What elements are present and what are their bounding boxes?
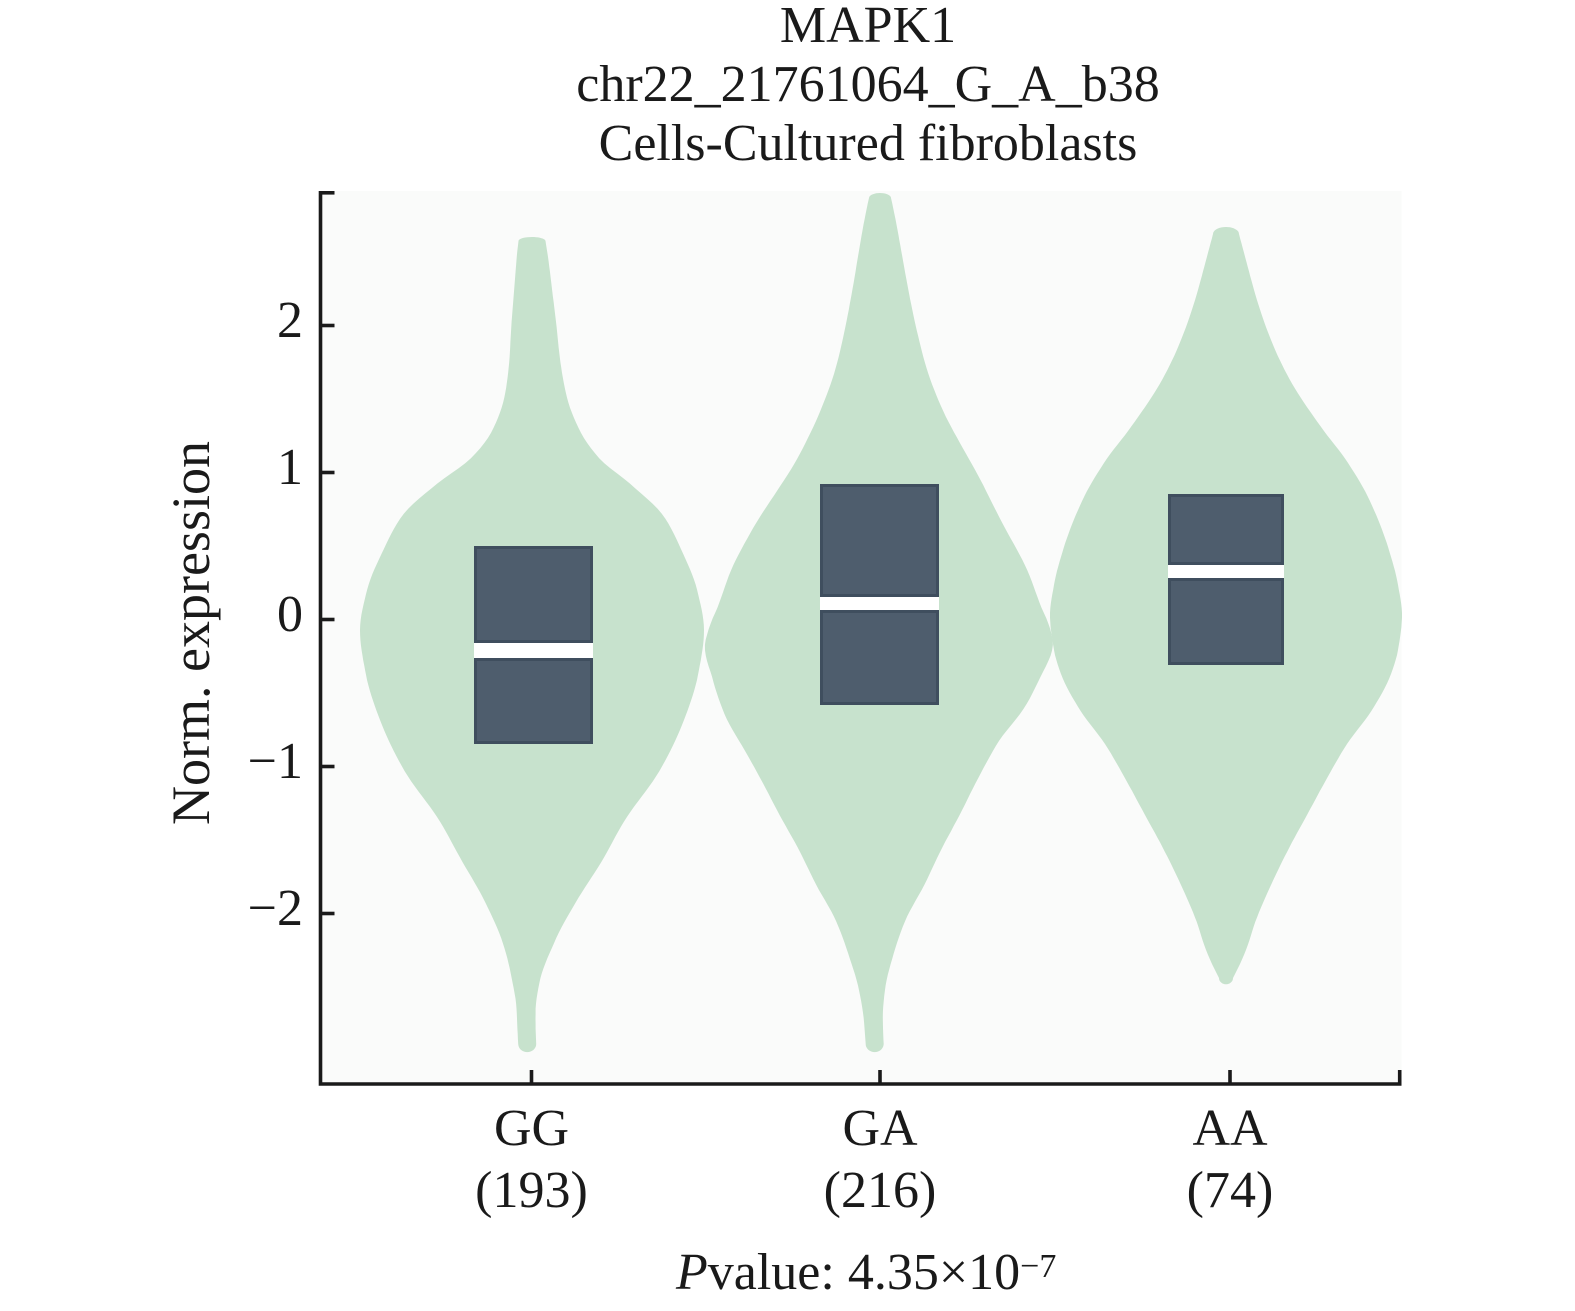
svg-text:2: 2 <box>277 292 303 349</box>
svg-text:GG: GG <box>494 1100 569 1157</box>
svg-text:−2: −2 <box>248 880 303 937</box>
svg-text:Pvalue: 4.35×10−7: Pvalue: 4.35×10−7 <box>675 1244 1056 1301</box>
svg-text:GA: GA <box>842 1100 918 1157</box>
svg-text:MAPK1: MAPK1 <box>780 0 956 54</box>
svg-text:chr22_21761064_G_A_b38: chr22_21761064_G_A_b38 <box>576 56 1160 113</box>
svg-text:0: 0 <box>277 586 303 643</box>
svg-text:1: 1 <box>277 439 303 496</box>
svg-text:(74): (74) <box>1187 1162 1274 1219</box>
svg-text:−1: −1 <box>248 733 303 790</box>
svg-text:Cells-Cultured fibroblasts: Cells-Cultured fibroblasts <box>599 115 1138 172</box>
svg-text:(193): (193) <box>475 1162 588 1219</box>
svg-text:(216): (216) <box>824 1162 937 1219</box>
svg-text:AA: AA <box>1192 1100 1268 1157</box>
svg-text:Norm. expression: Norm. expression <box>161 441 221 825</box>
